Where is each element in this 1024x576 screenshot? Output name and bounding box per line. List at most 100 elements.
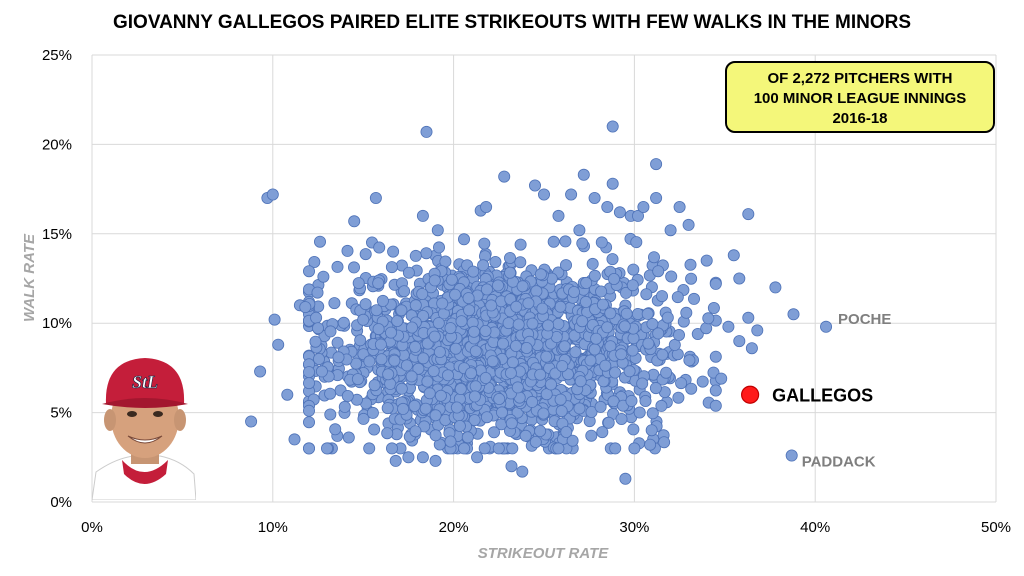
data-point <box>534 424 547 437</box>
data-point <box>586 257 599 270</box>
data-point <box>636 377 649 390</box>
data-point <box>560 259 573 272</box>
data-point <box>596 298 609 311</box>
player-headshot-icon: StL <box>92 358 196 500</box>
data-point <box>465 367 478 380</box>
data-point <box>644 438 657 451</box>
data-point <box>522 297 535 310</box>
data-point <box>416 287 429 300</box>
data-point <box>702 312 715 325</box>
data-point <box>733 335 746 348</box>
data-point <box>700 322 713 335</box>
data-point <box>444 322 457 335</box>
cap-crown <box>105 358 185 404</box>
data-point <box>397 402 410 415</box>
data-point <box>432 317 445 330</box>
data-point <box>381 402 394 415</box>
data-point <box>428 330 441 343</box>
x-tick-label: 40% <box>800 519 830 536</box>
data-point <box>627 263 640 276</box>
data-point <box>595 285 608 298</box>
x-tick-label: 0% <box>81 519 103 536</box>
data-point <box>309 335 322 348</box>
data-point <box>722 320 735 333</box>
data-point <box>580 276 593 289</box>
data-point <box>478 442 491 455</box>
data-point <box>529 179 542 192</box>
data-point <box>302 404 315 417</box>
data-point <box>468 414 481 427</box>
data-point <box>369 191 382 204</box>
data-point <box>585 405 598 418</box>
data-point <box>338 400 351 413</box>
data-point <box>649 382 662 395</box>
data-point <box>366 406 379 419</box>
x-tick-label: 50% <box>981 519 1011 536</box>
data-point <box>342 431 355 444</box>
data-point <box>245 415 258 428</box>
y-tick-label: 10% <box>42 315 72 332</box>
data-point <box>554 300 567 313</box>
data-point <box>514 256 527 269</box>
data-point <box>628 442 641 455</box>
data-point <box>505 460 518 473</box>
data-point <box>655 399 668 412</box>
data-point <box>495 406 508 419</box>
data-point <box>625 394 638 407</box>
data-point <box>455 315 468 328</box>
data-point <box>405 370 418 383</box>
data-point <box>688 292 701 305</box>
data-point <box>742 208 755 221</box>
data-point <box>313 235 326 248</box>
data-point <box>449 288 462 301</box>
data-point <box>489 255 502 268</box>
data-point <box>606 120 619 133</box>
data-point <box>468 390 481 403</box>
data-point <box>623 365 636 378</box>
data-point <box>620 307 633 320</box>
data-point <box>573 402 586 415</box>
data-point <box>480 411 493 424</box>
data-point <box>562 368 575 381</box>
data-point <box>405 321 418 334</box>
jersey-collar <box>122 460 168 484</box>
data-point <box>469 380 482 393</box>
data-point <box>299 301 312 314</box>
data-point <box>409 299 422 312</box>
data-point <box>498 170 511 183</box>
data-point <box>652 327 665 340</box>
data-point <box>375 353 388 366</box>
point-paddack <box>785 449 798 462</box>
data-point <box>427 365 440 378</box>
data-point <box>664 224 677 237</box>
data-point <box>332 351 345 364</box>
data-point <box>467 325 480 338</box>
data-point <box>395 382 408 395</box>
data-point <box>576 315 589 328</box>
data-point <box>308 255 321 268</box>
label-poche: POCHE <box>838 311 891 328</box>
data-point <box>641 307 654 320</box>
data-point <box>462 292 475 305</box>
data-point <box>417 352 430 365</box>
data-point <box>331 336 344 349</box>
data-point <box>400 359 413 372</box>
x-tick-label: 30% <box>619 519 649 536</box>
data-point <box>601 200 614 213</box>
data-point <box>389 454 402 467</box>
data-point <box>310 311 323 324</box>
data-point <box>615 412 628 425</box>
data-point <box>363 442 376 455</box>
data-point <box>691 327 704 340</box>
data-point <box>560 425 573 438</box>
data-point <box>673 328 686 341</box>
data-point <box>590 332 603 345</box>
data-point <box>357 313 370 326</box>
data-point <box>530 285 543 298</box>
data-point <box>384 326 397 339</box>
data-point <box>584 354 597 367</box>
data-point <box>288 433 301 446</box>
data-point <box>511 381 524 394</box>
data-point <box>450 401 463 414</box>
data-point <box>509 339 522 352</box>
